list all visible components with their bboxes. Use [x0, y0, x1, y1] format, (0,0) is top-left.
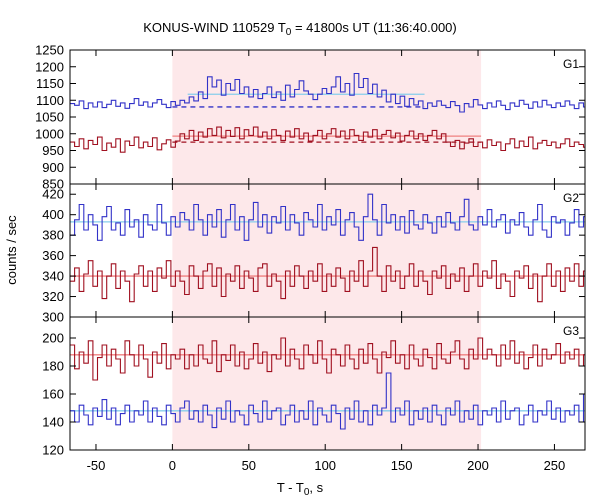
panel-g1-series-0 [70, 72, 585, 113]
panel-g2-ytick-label: 360 [42, 248, 64, 263]
chart-title: KONUS-WIND 110529 T0 = 41800s UT (11:36:… [143, 20, 457, 38]
panel-g1-series-1 [70, 126, 585, 153]
x-axis-label: T - T0, s [277, 480, 324, 498]
panel-g1-ytick-label: 1150 [36, 76, 64, 91]
panel-g2-ytick-label: 300 [42, 310, 64, 325]
panel-g3-frame [69, 316, 586, 451]
x-tick-label: 250 [544, 458, 566, 473]
x-tick-label: 200 [467, 458, 489, 473]
panel-g1-ytick-label: 950 [42, 143, 64, 158]
panel-g3-signal-shade [172, 317, 482, 450]
panel-g3-ytick-label: 180 [42, 359, 64, 374]
panel-g2-signal-shade [172, 184, 482, 317]
panel-g1-signal-shade [172, 50, 482, 184]
panel-g1-ytick-label: 1250 [35, 43, 64, 58]
panel-g2-series-0 [70, 193, 585, 241]
data-series [70, 72, 585, 430]
panel-g2-ytick-label: 420 [42, 187, 64, 202]
chart-title-rest: = 41800s UT (11:36:40.000) [291, 20, 456, 35]
panel-g3-ytick-label: 200 [42, 331, 64, 346]
signal-interval-shading [172, 50, 482, 450]
panel-g3-series-0 [70, 337, 585, 381]
panel-g1-ytick-label: 850 [42, 177, 64, 192]
x-tick-label: 0 [169, 458, 176, 473]
panel-g3-ytick-label: 160 [42, 387, 64, 402]
x-axis-label-main: T - T [277, 480, 304, 495]
x-axis-label-subscript: 0 [304, 487, 310, 498]
panel-g2-ytick-label: 340 [42, 269, 64, 284]
chart-title-subscript: 0 [286, 27, 292, 38]
panel-g2-label: G2 [563, 191, 579, 205]
panel-g3-series-1 [70, 372, 585, 430]
axis-ticks: G1850900950100010501100115012001250G2300… [35, 43, 585, 473]
panel-g1-ytick-label: 1050 [35, 110, 64, 125]
x-tick-label: -50 [87, 458, 106, 473]
panel-g3-label: G3 [563, 324, 579, 338]
panel-g1-ytick-label: 900 [42, 160, 64, 175]
panel-g2-ytick-label: 400 [42, 207, 64, 222]
x-axis-label-rest: , s [309, 480, 323, 495]
panel-g2-ytick-label: 380 [42, 228, 64, 243]
panel-g3-ytick-label: 140 [42, 415, 64, 430]
panel-g2-ytick-label: 320 [42, 289, 64, 304]
x-tick-label: 50 [242, 458, 256, 473]
panel-g1-ytick-label: 1200 [35, 59, 64, 74]
x-tick-label: 100 [314, 458, 336, 473]
y-axis-label: counts / sec [4, 215, 19, 285]
panel-g2-series-1 [70, 246, 585, 303]
background-levels [70, 93, 585, 412]
panel-g3-ytick-label: 120 [42, 443, 64, 458]
panel-g1-ytick-label: 1100 [36, 93, 64, 108]
x-tick-label: 150 [391, 458, 413, 473]
panel-g1-ytick-label: 1000 [35, 126, 64, 141]
chart-title-main: KONUS-WIND 110529 T [143, 20, 286, 35]
panel-g1-label: G1 [563, 57, 579, 71]
